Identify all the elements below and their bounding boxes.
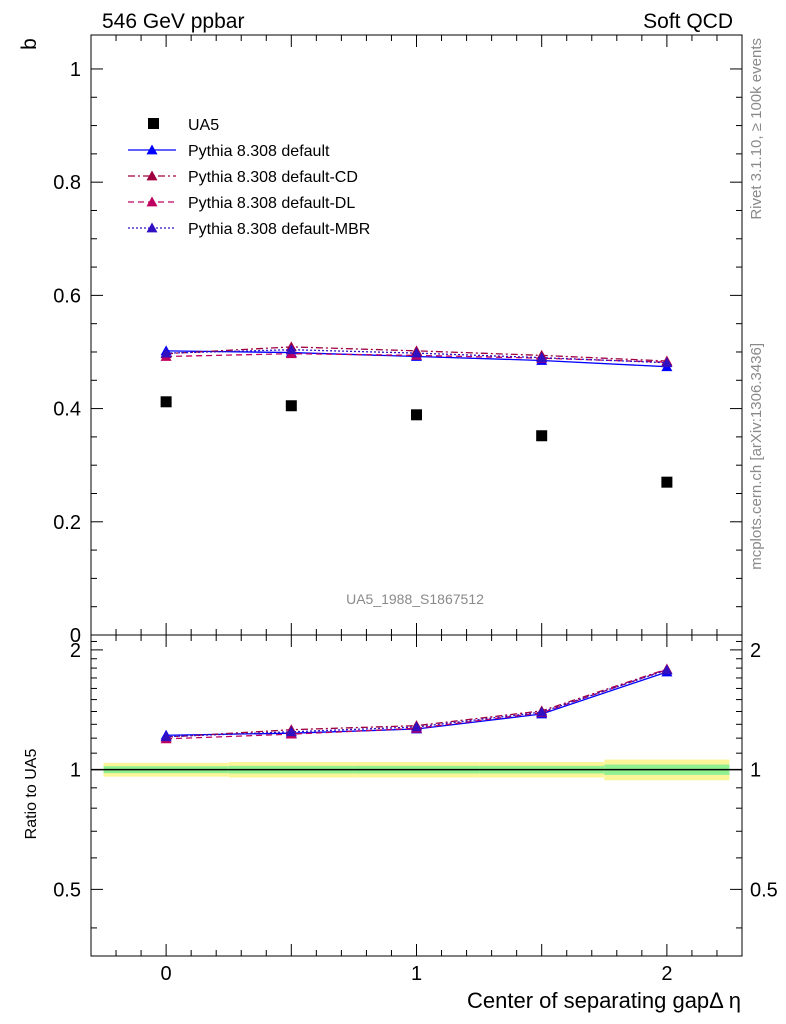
ratio-series-marker: [160, 731, 172, 742]
main-plot-panel: 0 0.2 0.4 0.6 0.8 1: [53, 34, 743, 956]
ratio-series-marker: [285, 726, 297, 737]
ratio-y-axis-label: Ratio to UA5: [23, 749, 40, 840]
legend-entry-label: Pythia 8.308 default: [188, 143, 330, 160]
legend-marker-triangle: [146, 196, 158, 207]
main-y-tick-label: 0.2: [53, 512, 81, 534]
ua5-data-point: [411, 409, 422, 421]
main-y-tick-label: 1: [70, 59, 81, 81]
ua5-data-point: [536, 430, 548, 442]
main-y-tick-label: 0.6: [53, 285, 81, 307]
ratio-series-marker: [411, 721, 422, 732]
ratio-y-tick-label-right: 2: [750, 640, 761, 662]
x-tick-label: 1: [411, 963, 422, 985]
ua5-data-point: [160, 396, 172, 408]
legend-marker-triangle: [146, 222, 158, 233]
main-series-marker: [285, 344, 297, 355]
ratio-series-marker: [661, 664, 673, 675]
main-series-line: [166, 349, 667, 364]
ratio-y-tick-label: 1: [70, 760, 81, 782]
ua5-data-point: [285, 400, 297, 412]
watermark-label: UA5_1988_S1867512: [346, 591, 484, 607]
main-series-marker: [411, 347, 422, 358]
header-right-label: Soft QCD: [643, 10, 733, 33]
legend-entry-label: UA5: [188, 117, 219, 134]
main-y-tick-label: 0.8: [53, 172, 81, 194]
legend: UA5 Pythia 8.308 default Pythia 8.308 defa…: [128, 117, 370, 238]
legend-entry-label: Pythia 8.308 default-CD: [188, 169, 358, 186]
ratio-plot-panel: 0 1 2 0.5 0.5 1 1 2 2: [53, 634, 778, 985]
ua5-data-point: [661, 476, 673, 488]
ratio-series-line: [166, 669, 668, 738]
x-axis-label: Center of separating gapΔ η: [467, 988, 741, 1013]
ratio-y-tick-label-right: 0.5: [750, 879, 778, 901]
ratio-y-tick-label: 0.5: [53, 879, 81, 901]
main-series-marker: [536, 352, 548, 363]
main-y-tick-label: 0.4: [53, 399, 81, 421]
ratio-y-tick-label-right: 1: [750, 760, 761, 782]
ratio-frame: [90, 634, 743, 957]
x-tick-label: 2: [661, 963, 672, 985]
rivet-label: Rivet 3.1.10, ≥ 100k events: [748, 38, 765, 220]
main-series-marker: [661, 357, 673, 368]
main-y-axis-label: b: [18, 38, 41, 50]
ratio-series-marker: [536, 706, 548, 717]
legend-entry-label: Pythia 8.308 default-MBR: [188, 221, 370, 238]
ratio-y-tick-label: 2: [70, 640, 81, 662]
legend-marker-triangle: [146, 144, 158, 155]
legend-marker-triangle: [146, 170, 158, 181]
legend-marker-square: [148, 118, 159, 129]
header-left-label: 546 GeV ppbar: [102, 10, 244, 33]
main-y-tick-label: 0: [70, 625, 81, 647]
legend-entry-label: Pythia 8.308 default-DL: [188, 195, 355, 212]
x-tick-label: 0: [161, 963, 172, 985]
main-series-marker: [160, 347, 172, 358]
mcplots-label: mcplots.cern.ch [arXiv:1306.3436]: [748, 343, 765, 570]
